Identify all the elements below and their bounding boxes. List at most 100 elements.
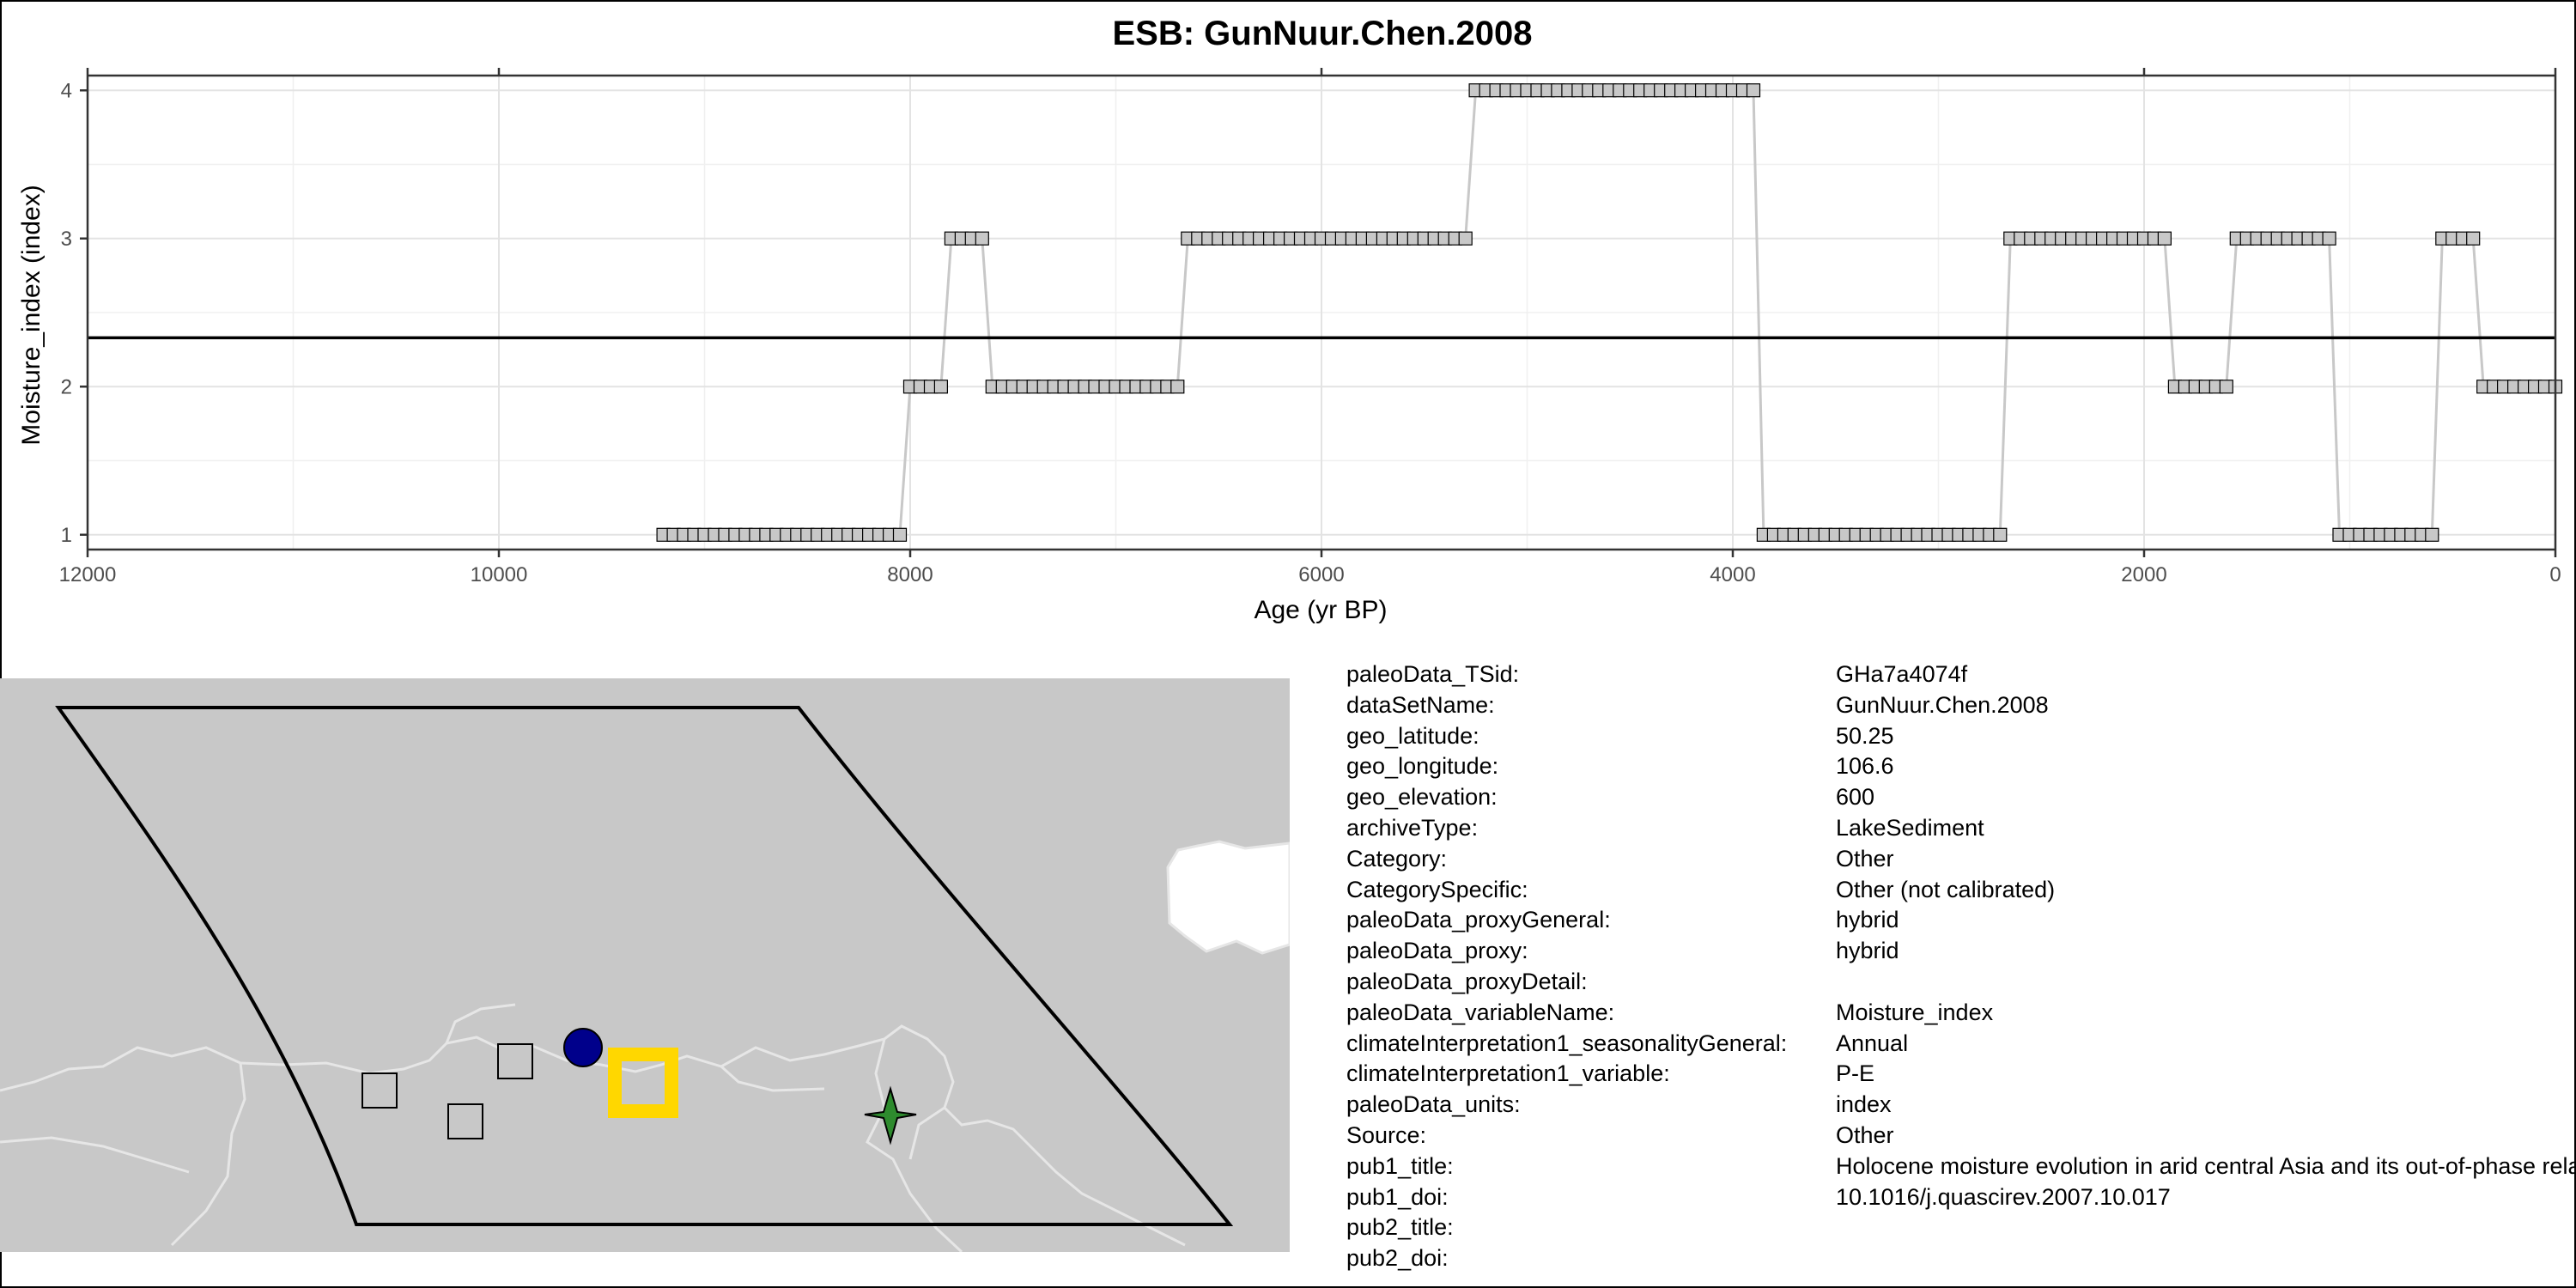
metadata-row: Source: Other: [1346, 1121, 2574, 1151]
metadata-key: paleoData_units:: [1346, 1091, 1521, 1118]
metadata-value: 600: [1836, 784, 1875, 811]
x-tick-label: 6000: [1298, 563, 1344, 586]
metadata-value: P-E: [1836, 1060, 1875, 1087]
region-boundary: [55, 706, 1234, 1226]
metadata-row: pub1_doi: 10.1016/j.quascirev.2007.10.017: [1346, 1182, 2574, 1213]
metadata-row: paleoData_proxyDetail:: [1346, 967, 2574, 998]
nearby-site-marker: [497, 1043, 533, 1079]
metadata-row: geo_elevation: 600: [1346, 782, 2574, 813]
metadata-key: pub1_doi:: [1346, 1183, 1449, 1210]
metadata-key: paleoData_proxyGeneral:: [1346, 907, 1611, 933]
metadata-value: Other: [1836, 845, 1894, 872]
metadata-value: Holocene moisture evolution in arid cent…: [1836, 1152, 2574, 1179]
metadata-value: hybrid: [1836, 907, 1899, 933]
metadata-key: paleoData_TSid:: [1346, 661, 1520, 687]
metadata-row: paleoData_units: index: [1346, 1090, 2574, 1121]
nearby-site-marker: [361, 1072, 398, 1109]
metadata-key: paleoData_proxyDetail:: [1346, 968, 1588, 994]
data-point: [2219, 380, 2233, 394]
data-point: [975, 231, 989, 246]
metadata-key: paleoData_variableName:: [1346, 999, 1615, 1025]
data-point: [1458, 231, 1473, 246]
time-series-chart: ESB: GunNuur.Chen.2008 12000 10000 8000 600…: [17, 15, 2563, 624]
metadata-row: paleoData_proxyGeneral: hybrid: [1346, 905, 2574, 936]
metadata-key: archiveType:: [1346, 814, 1479, 841]
data-point: [2425, 527, 2439, 542]
metadata-row: paleoData_TSid: GHa7a4074f: [1346, 659, 2574, 690]
y-tick-label: 3: [61, 228, 72, 251]
metadata-row: Category: Other: [1346, 844, 2574, 875]
map-markers: [361, 1028, 917, 1145]
metadata-value: [1836, 967, 2574, 998]
site-map: [0, 678, 1290, 1252]
metadata-key: pub2_doi:: [1346, 1245, 1449, 1272]
metadata-value: GunNuur.Chen.2008: [1836, 691, 2049, 718]
data-point: [2157, 231, 2172, 246]
metadata-key: CategorySpecific:: [1346, 876, 1528, 902]
x-tick-label: 8000: [887, 563, 933, 586]
data-point: [2466, 231, 2481, 246]
metadata-row: geo_longitude: 106.6: [1346, 751, 2574, 782]
x-tick-label: 12000: [59, 563, 117, 586]
metadata-key: geo_elevation:: [1346, 784, 1498, 811]
data-point: [1993, 527, 2008, 542]
y-axis-title: Moisture_index (index): [17, 185, 46, 445]
data-point: [1746, 83, 1761, 98]
metadata-value: Annual: [1836, 1030, 1909, 1056]
metadata-key: pub1_title:: [1346, 1152, 1454, 1179]
y-tick-label: 1: [61, 524, 72, 547]
metadata-value: Other: [1836, 1121, 1894, 1148]
data-point: [1170, 380, 1185, 394]
metadata-key: climateInterpretation1_seasonalityGenera…: [1346, 1030, 1788, 1056]
nearby-site-marker: [447, 1103, 483, 1139]
x-tick-label: 4000: [1710, 563, 1755, 586]
metadata-row: archiveType: LakeSediment: [1346, 813, 2574, 844]
chart-title: ESB: GunNuur.Chen.2008: [1113, 15, 1533, 52]
metadata-table: paleoData_TSid: GHa7a4074f dataSetName: Gun…: [1346, 659, 2574, 1274]
metadata-key: geo_latitude:: [1346, 722, 1479, 749]
metadata-key: dataSetName:: [1346, 691, 1495, 718]
metadata-row: CategorySpecific: Other (not calibrated): [1346, 875, 2574, 906]
map-background: [0, 678, 1290, 1252]
selected-site-marker: [608, 1048, 678, 1118]
x-tick-label: 10000: [471, 563, 528, 586]
metadata-row: pub1_title: Holocene moisture evolution i…: [1346, 1151, 2574, 1182]
data-point: [933, 380, 949, 394]
metadata-value: 50.25: [1836, 722, 1894, 749]
metadata-key: climateInterpretation1_variable:: [1346, 1060, 1670, 1087]
metadata-value: [1836, 1243, 2574, 1274]
metadata-value: index: [1836, 1091, 1892, 1118]
metadata-key: Category:: [1346, 845, 1448, 872]
landmass-coast: [1166, 840, 1290, 955]
chart-series: [88, 83, 2563, 542]
metadata-row: paleoData_variableName: Moisture_index: [1346, 998, 2574, 1029]
y-tick-label: 2: [61, 375, 72, 398]
chart-axes: 12000 10000 8000 6000 4000 2000 0 1 2 3 4: [59, 68, 2561, 586]
metadata-value: GHa7a4074f: [1836, 661, 1968, 687]
metadata-key: Source:: [1346, 1121, 1427, 1148]
metadata-row: pub2_doi:: [1346, 1243, 2574, 1274]
metadata-value: LakeSediment: [1836, 814, 1984, 841]
data-point: [892, 527, 908, 542]
nearby-site-circle-marker: [563, 1028, 603, 1067]
metadata-value: 106.6: [1836, 753, 1894, 780]
star-site-marker: [864, 1085, 917, 1145]
metadata-value: Moisture_index: [1836, 999, 1994, 1025]
metadata-row: paleoData_proxy: hybrid: [1346, 936, 2574, 967]
metadata-row: dataSetName: GunNuur.Chen.2008: [1346, 690, 2574, 721]
metadata-key: pub2_title:: [1346, 1214, 1454, 1241]
x-axis-title: Age (yr BP): [1254, 596, 1387, 624]
metadata-row: climateInterpretation1_variable: P-E: [1346, 1059, 2574, 1090]
y-tick-label: 4: [61, 79, 72, 102]
data-point: [2322, 231, 2336, 246]
chart-grid: [87, 76, 2556, 550]
metadata-value: [1836, 1212, 2574, 1243]
metadata-key: paleoData_proxy:: [1346, 938, 1528, 964]
metadata-value: hybrid: [1836, 938, 1899, 964]
metadata-row: pub2_title:: [1346, 1212, 2574, 1243]
metadata-value: 10.1016/j.quascirev.2007.10.017: [1836, 1183, 2171, 1210]
metadata-row: geo_latitude: 50.25: [1346, 721, 2574, 752]
x-tick-label: 0: [2549, 563, 2561, 586]
metadata-row: climateInterpretation1_seasonalityGenera…: [1346, 1029, 2574, 1060]
